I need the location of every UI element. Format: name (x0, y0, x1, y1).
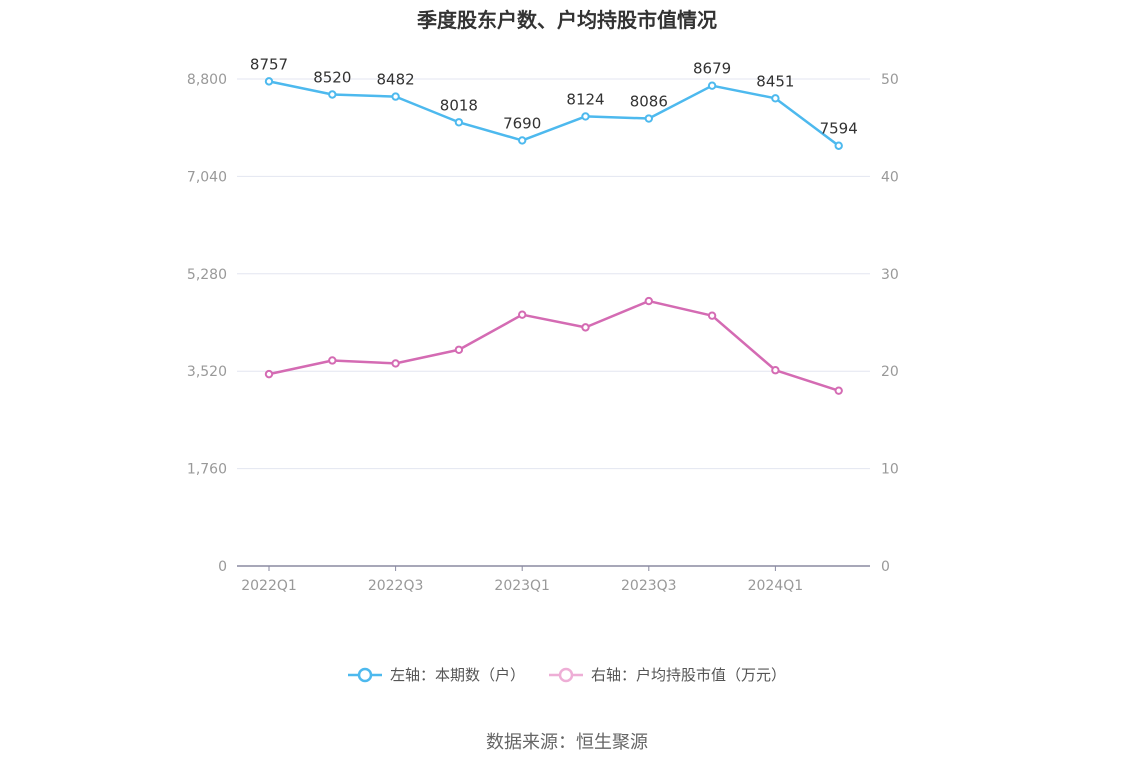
data-point[interactable] (644, 296, 653, 306)
data-label: 8757 (250, 55, 288, 73)
left-tick-label: 0 (218, 559, 227, 575)
data-label: 8018 (440, 96, 478, 114)
data-point[interactable] (834, 141, 843, 150)
series-layer (264, 77, 843, 395)
data-point[interactable] (328, 90, 337, 99)
data-source: 数据来源：恒生聚源 (486, 732, 648, 753)
data-point[interactable] (518, 136, 527, 145)
data-point[interactable] (644, 114, 653, 123)
data-label: 8679 (693, 60, 731, 78)
data-point[interactable] (707, 81, 717, 90)
data-point[interactable] (707, 311, 717, 320)
chart-title: 季度股东户数、户均持股市值情况 (417, 8, 717, 32)
left-tick-label: 7,040 (187, 169, 227, 185)
x-tick-label: 2023Q1 (494, 578, 550, 594)
right-axis-ticks: 0 10 20 30 40 50 (881, 72, 899, 575)
right-tick-label: 50 (881, 72, 899, 88)
legend-marker-left (347, 667, 382, 682)
data-point[interactable] (328, 356, 337, 365)
legend-label-left: 左轴：本期数（户） (389, 666, 525, 684)
grid-lines (237, 78, 870, 470)
data-point[interactable] (454, 118, 464, 127)
data-label: 8451 (756, 72, 794, 90)
left-tick-label: 8,800 (187, 72, 227, 88)
data-point[interactable] (581, 112, 590, 121)
right-tick-label: 40 (881, 169, 899, 185)
right-tick-label: 20 (881, 364, 899, 380)
x-tick-label: 2023Q3 (621, 578, 677, 594)
right-tick-label: 0 (881, 559, 890, 575)
legend-marker-right (549, 667, 583, 682)
legend-item-left-series[interactable]: 左轴：本期数（户） (347, 664, 525, 685)
right-tick-label: 30 (881, 267, 899, 283)
right-tick-label: 10 (881, 462, 899, 478)
data-point[interactable] (391, 92, 400, 101)
left-axis-ticks: 0 1,760 3,520 5,280 7,040 8,800 (187, 72, 227, 575)
series-line-avg-value (268, 299, 840, 392)
data-point[interactable] (834, 386, 843, 395)
data-label: 8482 (377, 71, 415, 89)
data-label: 8124 (566, 90, 604, 108)
x-tick-label: 2024Q1 (748, 578, 804, 594)
data-label: 8086 (630, 93, 668, 111)
data-point[interactable] (391, 359, 400, 368)
legend-label-right: 右轴：户均持股市值（万元） (591, 666, 787, 684)
data-point[interactable] (771, 94, 780, 103)
data-point[interactable] (581, 323, 590, 332)
x-axis: 2022Q1 2022Q3 2023Q1 2023Q3 2024Q1 (237, 565, 870, 594)
left-tick-label: 5,280 (187, 267, 227, 283)
data-point[interactable] (264, 77, 274, 86)
legend-item-right-series[interactable]: 右轴：户均持股市值（万元） (549, 664, 786, 685)
data-label: 7594 (820, 120, 858, 138)
left-tick-label: 1,760 (187, 462, 227, 478)
data-point[interactable] (264, 369, 274, 379)
data-labels: 8757 8520 8482 8018 7690 8124 8086 8679 8451 7594 (250, 55, 858, 137)
left-tick-label: 3,520 (187, 364, 227, 380)
data-point[interactable] (771, 366, 780, 375)
legend: 左轴：本期数（户） 右轴：户均持股市值（万元） (0, 664, 1134, 685)
data-label: 8520 (313, 68, 351, 86)
series-line-holders (268, 80, 840, 147)
data-point[interactable] (518, 310, 527, 319)
x-tick-label: 2022Q1 (241, 578, 297, 594)
data-point[interactable] (454, 345, 464, 354)
data-label: 7690 (503, 114, 541, 132)
x-tick-label: 2022Q3 (368, 578, 424, 594)
